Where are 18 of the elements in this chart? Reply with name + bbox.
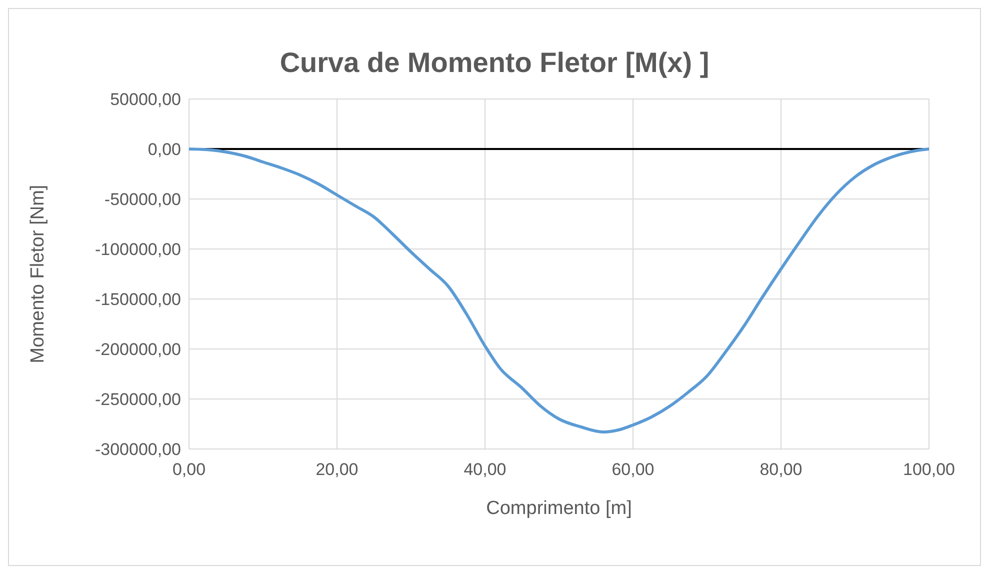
y-tick-label: 50000,00 — [110, 90, 181, 110]
x-tick-label: 60,00 — [612, 460, 654, 480]
y-tick-label: -100000,00 — [94, 240, 181, 260]
y-tick-label: -300000,00 — [94, 440, 181, 460]
chart-title: Curva de Momento Fletor [M(x) ] — [278, 47, 710, 79]
y-tick-label: -50000,00 — [104, 190, 181, 210]
x-axis-title: Comprimento [m] — [486, 498, 632, 519]
x-tick-label: 100,00 — [903, 460, 955, 480]
y-axis-title: Momento Fletor [Nm] — [28, 184, 49, 364]
x-tick-label: 40,00 — [464, 460, 506, 480]
y-tick-label: 0,00 — [148, 140, 181, 160]
x-tick-label: 20,00 — [316, 460, 358, 480]
y-tick-label: -200000,00 — [94, 340, 181, 360]
y-tick-label: -250000,00 — [94, 390, 181, 410]
y-tick-label: -150000,00 — [94, 290, 181, 310]
x-tick-label: 80,00 — [760, 460, 802, 480]
x-tick-label: 0,00 — [172, 460, 206, 480]
line-series — [189, 148, 929, 434]
